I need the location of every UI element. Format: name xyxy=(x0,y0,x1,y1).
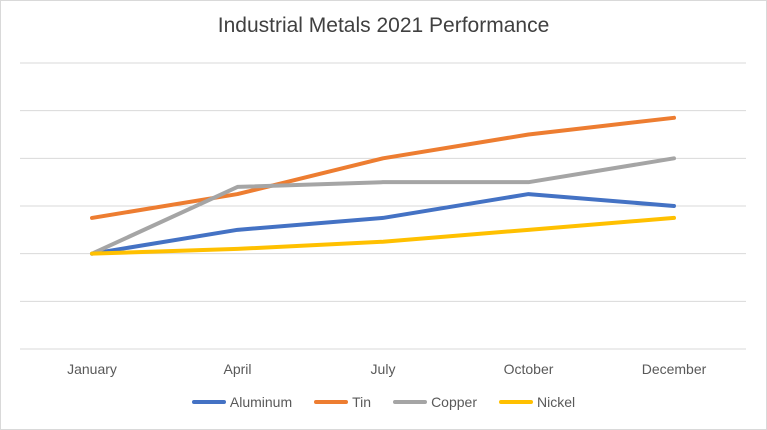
gridlines xyxy=(20,62,746,350)
legend-item-tin: Tin xyxy=(314,394,371,410)
x-tick-label: July xyxy=(371,361,396,377)
x-tick-label: December xyxy=(642,361,707,377)
legend: Aluminum Tin Copper Nickel xyxy=(0,394,767,410)
legend-swatch xyxy=(498,400,533,404)
legend-swatch xyxy=(314,400,349,404)
series-line-tin xyxy=(90,115,676,220)
legend-label: Copper xyxy=(431,394,477,410)
legend-label: Tin xyxy=(352,394,372,410)
x-tick-label: October xyxy=(504,361,554,377)
series-line-aluminum xyxy=(90,192,676,256)
x-tick-label: January xyxy=(67,361,117,377)
series-line-copper xyxy=(90,156,676,256)
legend-swatch xyxy=(393,400,428,404)
series-lines xyxy=(90,115,676,256)
legend-label: Nickel xyxy=(536,394,576,410)
x-tick-label: April xyxy=(223,361,251,377)
chart-title: Industrial Metals 2021 Performance xyxy=(217,14,550,37)
series-line-nickel xyxy=(90,215,676,256)
legend-label: Aluminum xyxy=(229,394,293,410)
legend-item-nickel: Nickel xyxy=(498,394,576,410)
legend-item-copper: Copper xyxy=(393,394,477,410)
legend-swatch xyxy=(191,400,226,404)
x-axis-ticks: January April July October December xyxy=(67,361,707,377)
legend-item-aluminum: Aluminum xyxy=(191,394,293,410)
